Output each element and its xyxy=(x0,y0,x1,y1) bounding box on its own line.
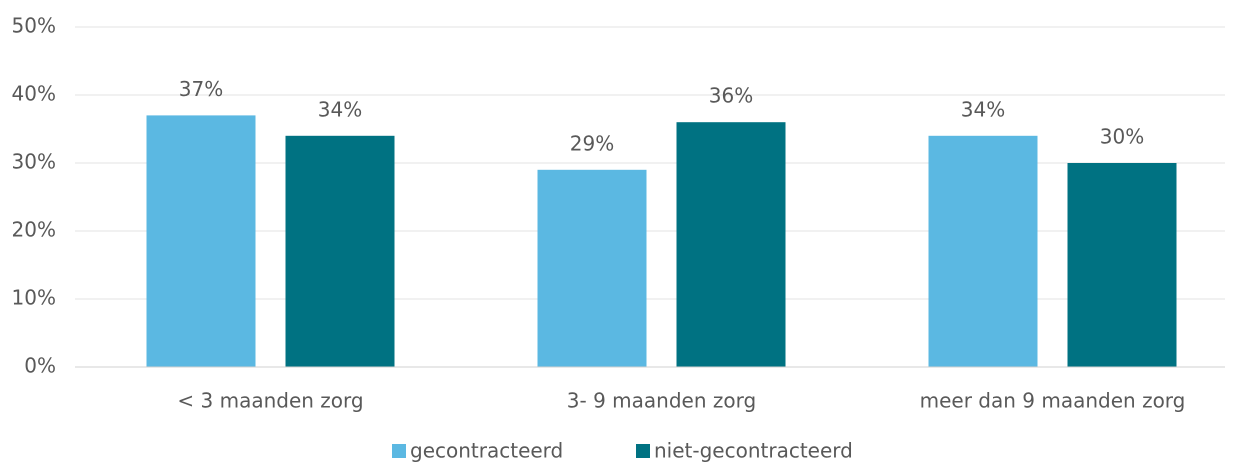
legend-label: niet-gecontracteerd xyxy=(654,439,853,463)
y-tick-label: 50% xyxy=(12,14,56,38)
y-tick-label: 30% xyxy=(12,150,56,174)
y-tick-label: 10% xyxy=(12,286,56,310)
data-label: 34% xyxy=(318,97,362,121)
data-label: 30% xyxy=(1100,125,1144,149)
x-tick-label: meer dan 9 maanden zorg xyxy=(920,389,1186,413)
data-label: 34% xyxy=(961,97,1005,121)
y-tick-label: 40% xyxy=(12,82,56,106)
x-tick-label: 3- 9 maanden zorg xyxy=(567,389,756,413)
bar xyxy=(146,115,256,368)
y-tick-label: 0% xyxy=(24,354,56,378)
data-label: 37% xyxy=(179,77,223,101)
bar xyxy=(676,122,786,367)
x-tick-label: < 3 maanden zorg xyxy=(177,389,363,413)
data-label: 36% xyxy=(709,84,753,108)
bar xyxy=(285,135,395,367)
data-label: 29% xyxy=(570,131,614,155)
legend-swatch xyxy=(636,444,650,458)
bar xyxy=(537,169,647,367)
y-tick-label: 20% xyxy=(12,218,56,242)
bar xyxy=(928,135,1038,367)
legend-swatch xyxy=(392,444,406,458)
legend-label: gecontracteerd xyxy=(410,439,563,463)
bar xyxy=(1067,163,1177,367)
